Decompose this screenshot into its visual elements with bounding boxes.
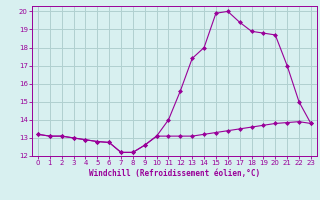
X-axis label: Windchill (Refroidissement éolien,°C): Windchill (Refroidissement éolien,°C)	[89, 169, 260, 178]
